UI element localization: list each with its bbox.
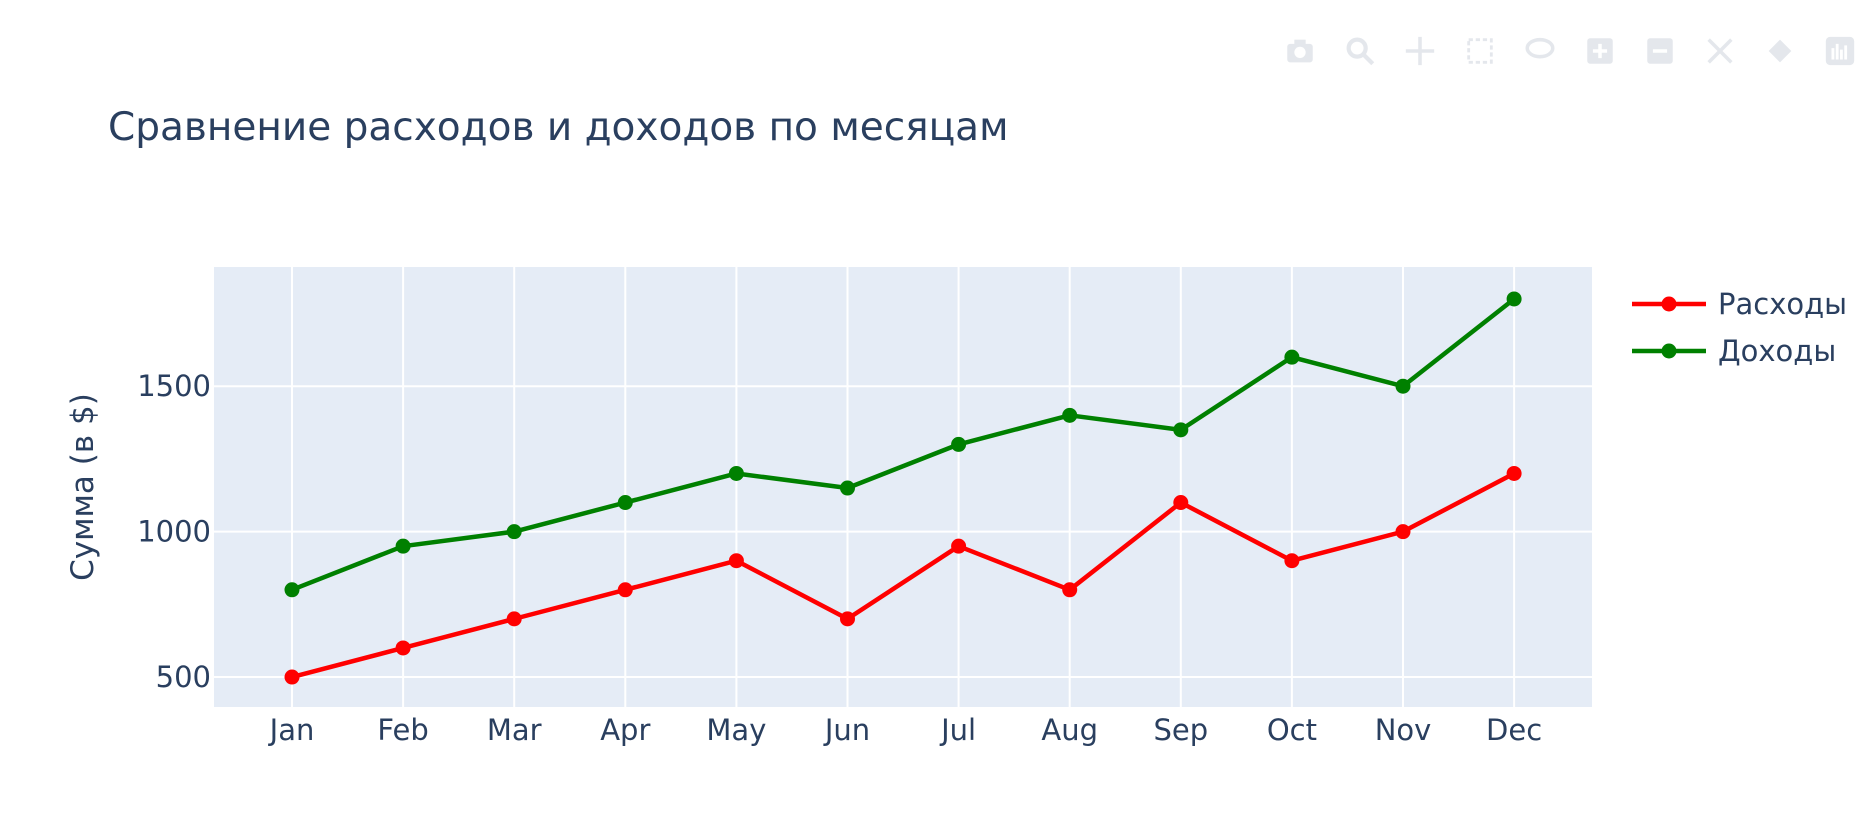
- x-tick-label: Dec: [1486, 713, 1542, 747]
- y-axis-label: Сумма (в $): [65, 393, 101, 581]
- box-select-icon[interactable]: [1450, 30, 1510, 72]
- data-point: [284, 582, 300, 598]
- x-tick-label: Sep: [1153, 713, 1208, 747]
- data-point: [284, 669, 300, 685]
- y-tick-label: 1000: [137, 515, 211, 549]
- data-point: [506, 524, 522, 540]
- x-tick-label: Nov: [1375, 713, 1432, 747]
- data-point: [1062, 582, 1078, 598]
- zoom-icon[interactable]: [1330, 30, 1390, 72]
- data-point: [1284, 553, 1300, 569]
- data-point: [1173, 422, 1189, 438]
- camera-icon[interactable]: [1270, 30, 1330, 72]
- data-point: [840, 480, 855, 496]
- x-tick-label: Oct: [1267, 713, 1317, 747]
- modebar: [1270, 30, 1870, 72]
- data-point: [1062, 407, 1078, 423]
- x-tick-label: Apr: [600, 713, 650, 747]
- series-line: [291, 297, 1516, 592]
- x-tick-label: Jun: [823, 713, 870, 747]
- pan-icon[interactable]: [1390, 30, 1450, 72]
- data-point: [617, 495, 633, 511]
- data-point: [617, 582, 633, 598]
- x-tick-label: Mar: [487, 713, 542, 747]
- data-point: [1173, 495, 1189, 511]
- data-point: [728, 553, 744, 569]
- data-point: [951, 436, 967, 452]
- legend-marker: [1661, 296, 1677, 312]
- chart-title: Сравнение расходов и доходов по месяцам: [108, 105, 1009, 150]
- x-tick-label: May: [706, 713, 766, 747]
- data-point: [840, 611, 855, 627]
- zoom-in-icon[interactable]: [1570, 30, 1630, 72]
- data-point: [506, 611, 522, 627]
- x-tick-label: Jan: [268, 713, 315, 747]
- data-point: [395, 640, 411, 656]
- legend-marker: [1661, 343, 1677, 359]
- data-point: [395, 538, 411, 554]
- legend[interactable]: Расходы Доходы: [1632, 287, 1847, 368]
- legend-label: Доходы: [1718, 334, 1836, 368]
- y-tick-label: 1500: [137, 369, 211, 403]
- autoscale-icon[interactable]: [1690, 30, 1750, 72]
- y-tick-label: 500: [156, 660, 211, 694]
- series-line: [291, 471, 1516, 680]
- x-tick-label: Feb: [377, 713, 428, 747]
- data-point: [1395, 378, 1411, 394]
- lasso-icon[interactable]: [1510, 30, 1570, 72]
- data-point: [1506, 465, 1522, 481]
- plotly-logo-icon[interactable]: [1810, 30, 1870, 72]
- data-point: [1284, 349, 1300, 365]
- data-point: [951, 538, 967, 554]
- data-point: [1506, 291, 1522, 307]
- x-tick-label: Aug: [1041, 713, 1098, 747]
- legend-label: Расходы: [1718, 287, 1847, 321]
- data-point: [1395, 524, 1411, 540]
- zoom-out-icon[interactable]: [1630, 30, 1690, 72]
- data-point: [728, 465, 744, 481]
- reset-axes-icon[interactable]: [1750, 30, 1810, 72]
- plot-area: [214, 267, 1592, 707]
- x-tick-label: Jul: [939, 713, 976, 747]
